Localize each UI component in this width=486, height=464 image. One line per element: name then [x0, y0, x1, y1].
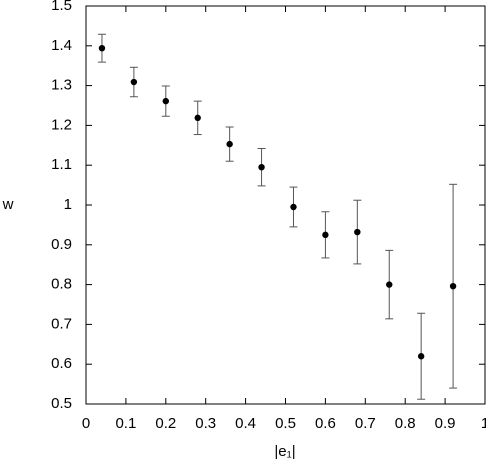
x-axis-label: |e₁|	[274, 443, 295, 460]
y-axis-label: w	[2, 196, 14, 213]
point	[417, 353, 425, 360]
x-tick-label: 1	[481, 415, 486, 432]
point	[258, 163, 265, 171]
y-tick-label: 0.7	[51, 315, 72, 332]
y-tick-label: 1.5	[51, 0, 72, 14]
point	[386, 281, 393, 288]
x-tick-label: 0.9	[435, 415, 456, 432]
y-tick-label: 1.3	[51, 77, 72, 94]
y-tick-label: 0.5	[51, 395, 72, 412]
x-tick-label: 0.6	[315, 415, 336, 432]
point	[449, 282, 457, 290]
x-tick-label: 0.3	[195, 415, 216, 432]
y-tick-label: 1.1	[51, 156, 72, 173]
x-tick-label: 0.2	[155, 415, 176, 432]
plot-frame	[85, 5, 486, 405]
x-tick-label: 0.4	[235, 415, 256, 432]
point	[322, 231, 329, 239]
y-tick-label: 0.9	[51, 236, 72, 253]
y-tick-label: 0.6	[51, 355, 72, 372]
point	[194, 114, 201, 122]
x-tick-label: 0	[82, 415, 90, 432]
x-tick-label: 0.8	[395, 415, 416, 432]
y-tick-label: 0.8	[51, 276, 72, 293]
x-tick-label: 0.1	[115, 415, 136, 432]
x-tick-label: 0.7	[355, 415, 376, 432]
x-tick-label: 0.5	[275, 415, 296, 432]
point	[226, 140, 233, 148]
point	[354, 228, 361, 236]
point	[130, 78, 138, 86]
y-tick-label: 1.4	[51, 37, 72, 54]
point	[98, 44, 106, 52]
point	[290, 203, 297, 211]
point	[162, 97, 169, 105]
y-tick-label: 1	[64, 196, 72, 213]
y-tick-label: 1.2	[51, 116, 72, 133]
